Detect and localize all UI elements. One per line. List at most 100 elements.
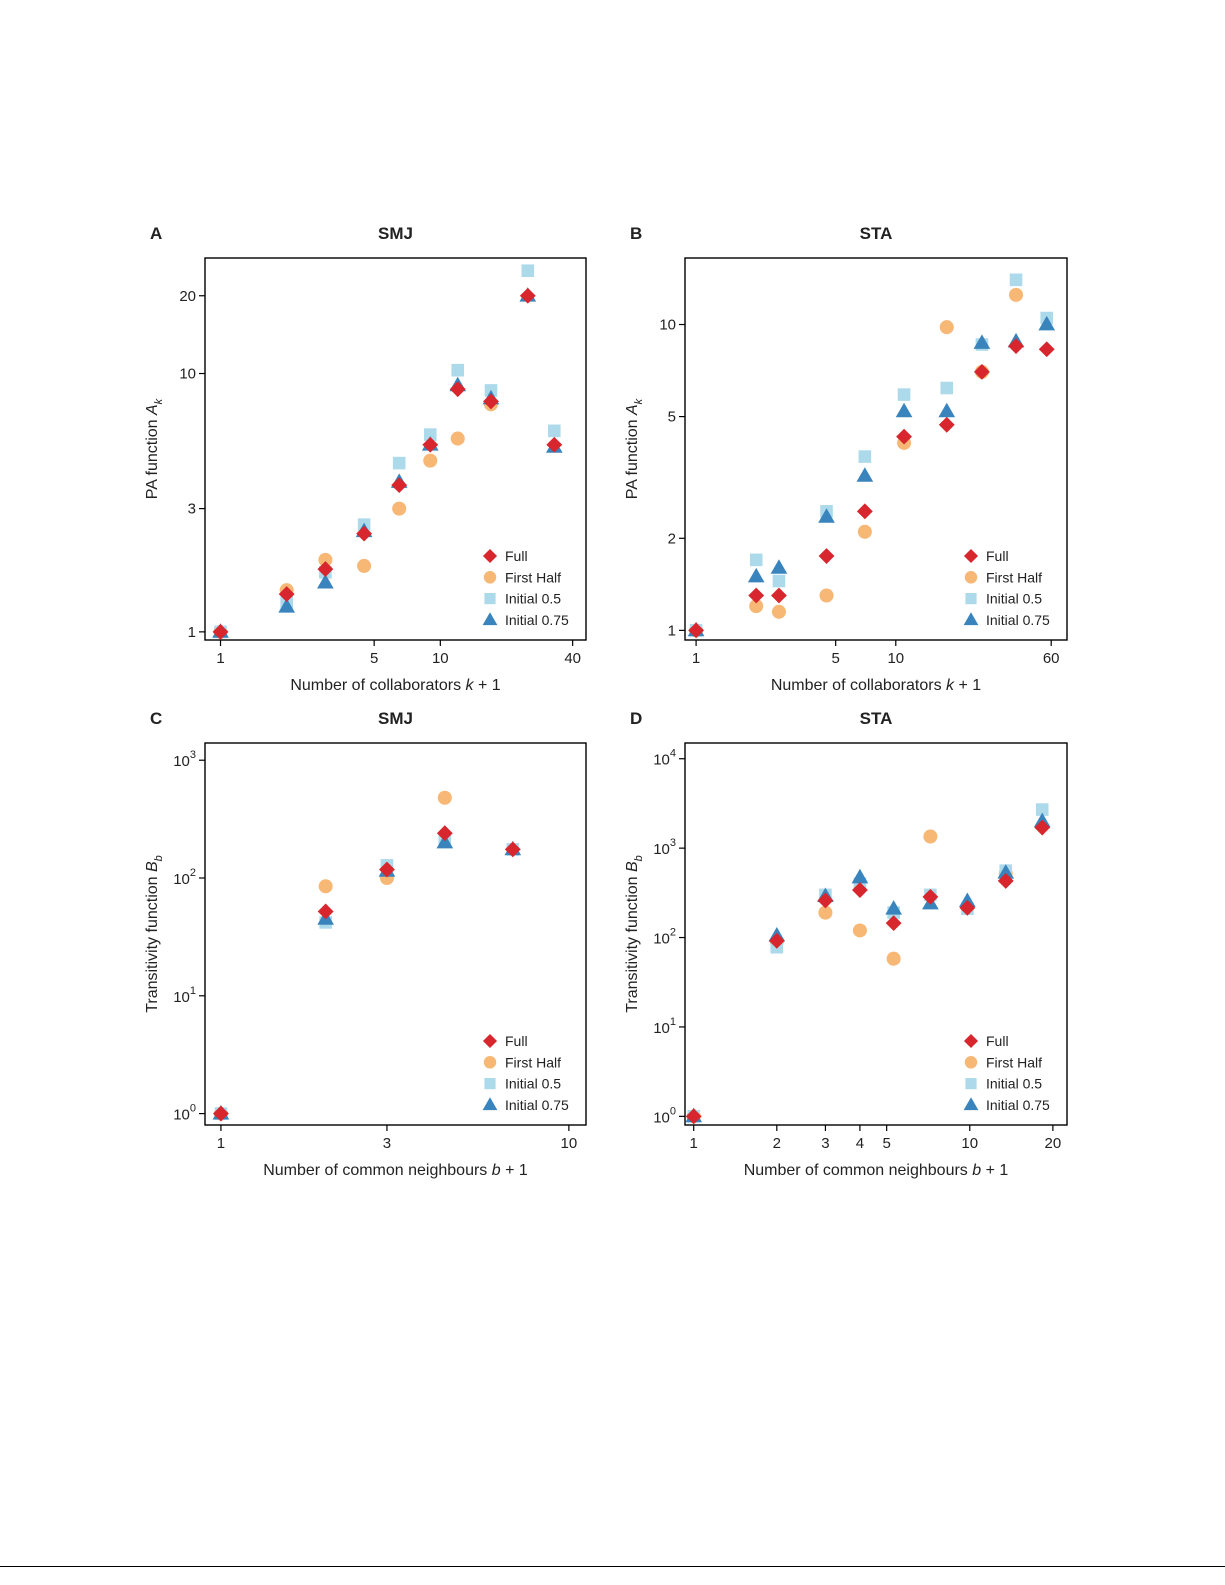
point-initial-05 xyxy=(940,381,954,395)
x-axis-label: Number of common neighbours b + 1 xyxy=(744,1162,1009,1179)
tick-base: 10 xyxy=(653,931,670,948)
axis-variable: k xyxy=(466,677,475,694)
y-tick-label: 100 xyxy=(653,1105,676,1126)
legend-label: Full xyxy=(986,548,1009,564)
point-full xyxy=(449,381,466,398)
x-tick-label: 10 xyxy=(561,1135,578,1152)
point-initial-05 xyxy=(858,450,872,463)
point-initial-075 xyxy=(1038,315,1056,331)
point-initial-075 xyxy=(885,900,902,915)
tick-exponent: 3 xyxy=(190,749,196,761)
axis-label-suffix: + 1 xyxy=(954,677,981,694)
legend-marker-first-half xyxy=(483,571,497,584)
point-initial-05 xyxy=(1009,273,1023,287)
point-full xyxy=(278,586,295,603)
y-tick-label: 1 xyxy=(188,624,196,641)
point-initial-075 xyxy=(973,334,991,349)
point-initial-075 xyxy=(851,868,869,884)
point-full xyxy=(896,428,912,445)
point-first-half xyxy=(423,453,438,468)
y-axis-label: PA function Ak xyxy=(624,398,645,499)
point-full xyxy=(922,888,939,905)
point-initial-075 xyxy=(895,402,913,418)
y-tick-label: 100 xyxy=(173,1103,196,1124)
legend-marker-full xyxy=(963,1033,979,1049)
legend: Full First Half Initial 0.5 Initial 0.75 xyxy=(482,1033,569,1113)
panel-letter: D xyxy=(630,709,642,728)
point-first-half xyxy=(819,588,834,603)
legend-label: Full xyxy=(505,1033,528,1049)
y-axis-label: Transitivity function Bb xyxy=(144,855,165,1013)
point-full xyxy=(317,903,334,920)
panel-letter: A xyxy=(150,224,162,243)
point-initial-05 xyxy=(749,553,763,567)
x-tick-label: 10 xyxy=(961,1135,978,1152)
tick-base: 10 xyxy=(653,1109,670,1126)
panel-letter: B xyxy=(630,224,642,243)
data-points xyxy=(685,803,1051,1125)
x-axis-label: Number of collaborators k + 1 xyxy=(771,677,981,694)
plot-frame xyxy=(204,257,587,641)
panel-a: A SMJ 1 5 10 40 1 3 10 20 Number of collaborators … xyxy=(144,224,587,694)
y-tick-label: 104 xyxy=(653,748,676,769)
point-full xyxy=(748,587,765,604)
axis-variable: b xyxy=(492,1162,501,1179)
x-tick-label: 3 xyxy=(383,1135,391,1152)
axis-subscript: k xyxy=(153,398,165,404)
axis-label-suffix: + 1 xyxy=(981,1162,1008,1179)
legend-marker-first-half xyxy=(964,571,978,584)
point-full xyxy=(379,861,395,878)
legend-label: First Half xyxy=(505,1054,561,1070)
tick-exponent: 0 xyxy=(670,1105,676,1117)
axis-label-text: Number of collaborators xyxy=(290,677,465,694)
y-axis-label: PA function Ak xyxy=(144,398,165,499)
point-initial-075 xyxy=(959,892,976,908)
point-first-half xyxy=(437,790,452,805)
point-initial-075 xyxy=(317,574,334,589)
data-points xyxy=(212,790,522,1122)
point-initial-075 xyxy=(938,402,956,418)
legend-label: Initial 0.5 xyxy=(505,1076,561,1092)
page-bottom-rule xyxy=(0,1566,1225,1567)
tick-base: 10 xyxy=(173,989,190,1006)
legend-label: Full xyxy=(986,1033,1009,1049)
point-full xyxy=(685,1108,702,1125)
panel-title: STA xyxy=(860,224,893,243)
point-initial-075 xyxy=(747,567,765,583)
axis-variable: k xyxy=(946,677,955,694)
panel-title: STA xyxy=(860,709,893,728)
x-tick-label: 1 xyxy=(217,1135,225,1152)
legend: Full First Half Initial 0.5 Initial 0.75 xyxy=(963,1033,1050,1113)
x-tick-label: 60 xyxy=(1043,650,1060,667)
tick-base: 10 xyxy=(653,841,670,858)
point-full xyxy=(483,393,499,410)
tick-exponent: 2 xyxy=(670,927,676,939)
legend-label: Initial 0.75 xyxy=(505,1097,569,1113)
plot-frame xyxy=(684,742,1068,1126)
point-initial-05 xyxy=(451,363,465,377)
point-first-half xyxy=(923,829,938,844)
legend-label: First Half xyxy=(986,1054,1042,1070)
y-tick-label: 2 xyxy=(668,530,676,547)
legend-marker-initial-05 xyxy=(965,593,977,605)
point-full xyxy=(856,503,873,520)
x-tick-label: 3 xyxy=(821,1135,829,1152)
y-tick-label: 3 xyxy=(188,501,196,518)
y-tick-label: 10 xyxy=(179,366,196,383)
point-first-half xyxy=(818,905,833,920)
tick-exponent: 1 xyxy=(670,1016,676,1028)
x-tick-label: 10 xyxy=(432,650,449,667)
point-first-half xyxy=(857,524,872,539)
point-full xyxy=(212,623,229,640)
point-initial-05 xyxy=(897,388,911,401)
point-full xyxy=(391,477,408,493)
axis-subscript: b xyxy=(633,855,645,861)
axis-label-suffix: + 1 xyxy=(501,1162,528,1179)
point-initial-05 xyxy=(772,574,786,588)
legend-label: Initial 0.75 xyxy=(986,1097,1050,1113)
tick-exponent: 4 xyxy=(670,748,676,760)
point-full xyxy=(959,899,976,916)
plot-frame xyxy=(684,257,1068,641)
point-first-half xyxy=(1009,287,1024,302)
